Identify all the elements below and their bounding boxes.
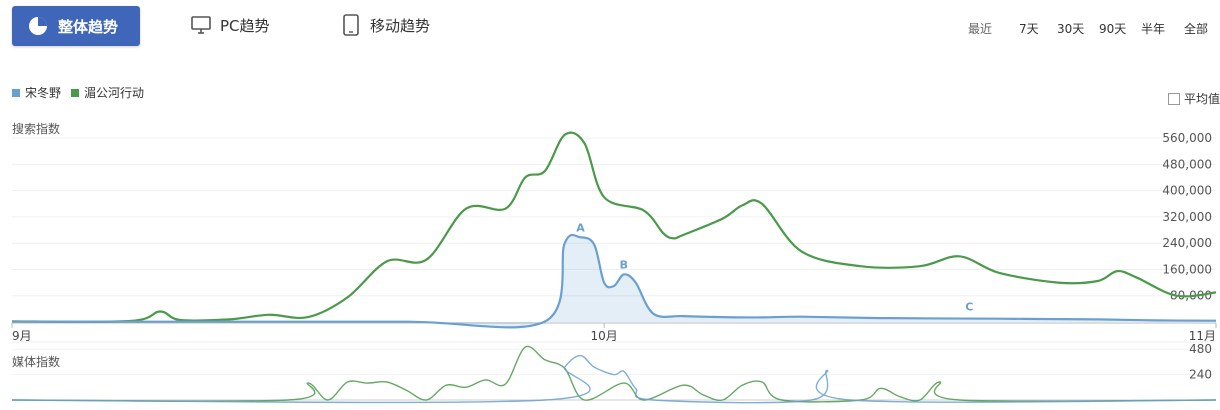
legend-item-series-1[interactable]: 宋冬野 xyxy=(12,84,61,101)
media-line-green xyxy=(11,345,1217,403)
range-half-year[interactable]: 半年 xyxy=(1141,22,1166,36)
range-7d[interactable]: 7天 xyxy=(1019,22,1039,36)
legend-swatch-green xyxy=(71,88,80,97)
monitor-icon xyxy=(190,14,212,36)
range-90d[interactable]: 90天 xyxy=(1099,22,1127,36)
average-toggle[interactable]: 平均值 xyxy=(1168,90,1220,107)
annotation-marker: A xyxy=(576,221,585,234)
top-bar: 整体趋势 PC趋势 移动趋势 最近 7天 30天 90天 半年 全部 xyxy=(0,0,1220,56)
tablet-icon xyxy=(340,14,362,36)
range-all[interactable]: 全部 xyxy=(1184,22,1209,36)
tab-overall-label: 整体趋势 xyxy=(58,17,119,36)
tab-overall-trend[interactable]: 整体趋势 xyxy=(12,6,140,46)
y-tick-label: 240,000 xyxy=(1162,236,1212,250)
legend-label-series-2: 湄公河行动 xyxy=(84,86,145,100)
chart-legend: 宋冬野 湄公河行动 xyxy=(12,84,154,101)
series-line-green xyxy=(11,131,1217,323)
y-tick-label: 400,000 xyxy=(1162,184,1212,198)
tab-mobile-trend[interactable]: 移动趋势 xyxy=(340,10,430,40)
average-label: 平均值 xyxy=(1184,92,1220,106)
tab-pc-trend[interactable]: PC趋势 xyxy=(190,10,270,40)
series-area-blue xyxy=(12,234,1216,328)
range-label-recent: 最近 xyxy=(968,22,993,36)
tab-mobile-label: 移动趋势 xyxy=(370,16,431,35)
annotation-marker: C xyxy=(965,301,973,314)
annotation-marker: B xyxy=(620,258,628,271)
x-tick-label: 9月 xyxy=(12,329,32,343)
media-line-blue xyxy=(11,354,1217,404)
search-index-label: 搜索指数 xyxy=(12,122,61,136)
media-y-tick-label: 240 xyxy=(1189,368,1212,382)
media-y-tick-label: 480 xyxy=(1189,342,1212,356)
legend-item-series-2[interactable]: 湄公河行动 xyxy=(71,84,144,101)
legend-swatch-blue xyxy=(12,88,20,97)
average-checkbox[interactable] xyxy=(1168,92,1180,105)
y-tick-label: 480,000 xyxy=(1162,157,1212,171)
y-tick-label: 560,000 xyxy=(1162,131,1212,145)
tab-pc-label: PC趋势 xyxy=(220,16,270,35)
y-tick-label: 320,000 xyxy=(1162,210,1212,224)
legend-label-series-1: 宋冬野 xyxy=(25,86,62,100)
range-30d[interactable]: 30天 xyxy=(1057,22,1085,36)
x-tick-label: 11月 xyxy=(1189,329,1216,343)
x-tick-label: 10月 xyxy=(590,329,617,343)
series-line-blue xyxy=(12,233,1217,329)
media-index-label: 媒体指数 xyxy=(12,355,61,369)
pie-chart-icon xyxy=(28,16,48,36)
y-tick-label: 160,000 xyxy=(1162,262,1212,276)
